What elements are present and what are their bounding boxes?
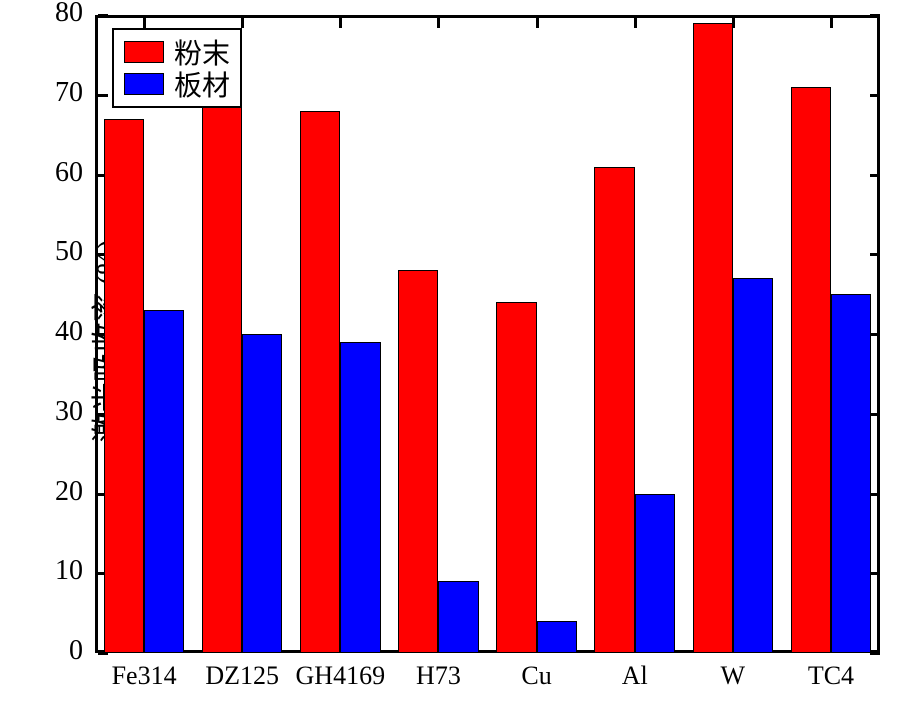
- x-tick-label: DZ125: [187, 661, 297, 691]
- y-tick-label: 50: [55, 236, 83, 268]
- x-tick-mark-top: [143, 18, 146, 28]
- bar: [733, 278, 773, 653]
- y-tick-mark-right: [870, 14, 880, 17]
- y-tick-label: 40: [55, 316, 83, 348]
- x-tick-label: GH4169: [285, 661, 395, 691]
- bar: [202, 103, 242, 653]
- x-tick-mark-top: [830, 18, 833, 28]
- x-tick-mark-top: [634, 18, 637, 28]
- x-tick-label: Fe314: [89, 661, 199, 691]
- bar: [537, 621, 577, 653]
- x-tick-mark-top: [437, 18, 440, 28]
- y-tick-mark-right: [870, 413, 880, 416]
- x-tick-label: Al: [580, 661, 690, 691]
- chart-container: 激光吸收率 (%) 01020304050607080 Fe314DZ125GH…: [0, 0, 897, 715]
- y-tick-label: 20: [55, 476, 83, 508]
- x-tick-mark-top: [536, 18, 539, 28]
- bar: [144, 310, 184, 653]
- y-tick-mark: [98, 94, 108, 97]
- x-tick-label: TC4: [776, 661, 886, 691]
- y-tick-label: 80: [55, 0, 83, 29]
- bar: [791, 87, 831, 653]
- y-tick-mark-right: [870, 94, 880, 97]
- y-tick-mark-right: [870, 493, 880, 496]
- y-tick-label: 60: [55, 157, 83, 189]
- bar: [496, 302, 536, 653]
- x-tick-mark-top: [241, 18, 244, 28]
- y-tick-mark: [98, 14, 108, 17]
- bar: [693, 23, 733, 653]
- bar: [438, 581, 478, 653]
- bar: [242, 334, 282, 653]
- bar: [340, 342, 380, 653]
- y-tick-label: 30: [55, 396, 83, 428]
- x-tick-label: Cu: [482, 661, 592, 691]
- y-tick-label: 70: [55, 77, 83, 109]
- y-tick-mark-right: [870, 253, 880, 256]
- bar: [594, 167, 634, 653]
- y-tick-mark-right: [870, 333, 880, 336]
- y-tick-label: 10: [55, 555, 83, 587]
- x-tick-mark-top: [339, 18, 342, 28]
- y-tick-mark-right: [870, 572, 880, 575]
- bar: [635, 494, 675, 654]
- y-tick-mark-right: [870, 174, 880, 177]
- legend-label: 板材: [174, 64, 230, 104]
- bar: [398, 270, 438, 653]
- legend-swatch: [124, 41, 164, 63]
- bar: [300, 111, 340, 653]
- y-tick-label: 0: [69, 635, 83, 667]
- y-tick-mark-right: [870, 652, 880, 655]
- bar: [104, 119, 144, 653]
- legend-swatch: [124, 73, 164, 95]
- x-tick-label: H73: [383, 661, 493, 691]
- bar: [831, 294, 871, 653]
- legend: 粉末板材: [112, 28, 242, 108]
- legend-item: 板材: [124, 68, 230, 100]
- x-tick-label: W: [678, 661, 788, 691]
